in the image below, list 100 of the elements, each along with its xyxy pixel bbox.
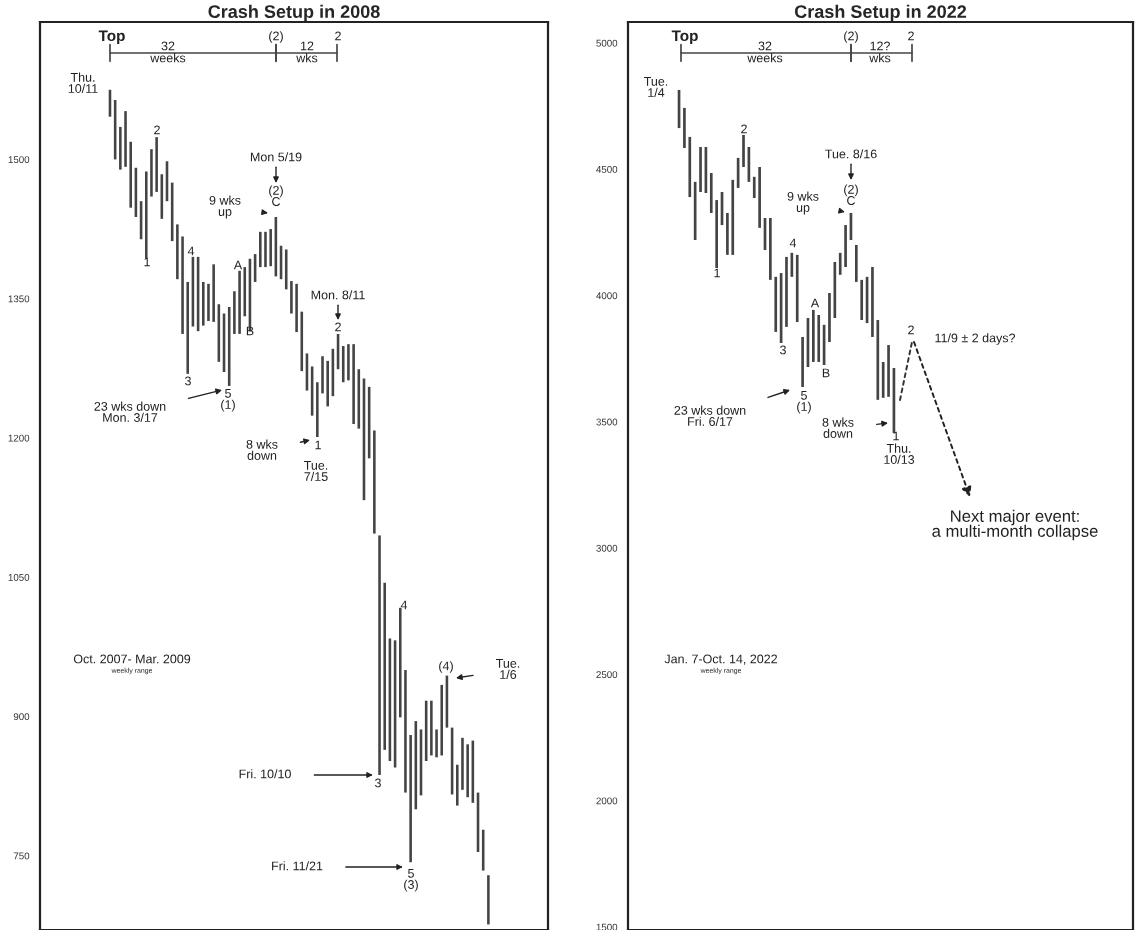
annotation: 2: [335, 31, 341, 41]
bar: [785, 256, 788, 327]
bar: [828, 293, 831, 343]
bar: [838, 252, 842, 275]
annotation: (2) C: [269, 185, 283, 206]
annotation: 32: [161, 41, 175, 51]
bar: [854, 245, 858, 282]
bar: [321, 356, 324, 394]
bar: [119, 126, 122, 170]
bar: [758, 166, 761, 228]
bar: [435, 729, 438, 758]
annotation: Top: [98, 30, 125, 45]
annotation: Top: [671, 30, 698, 45]
annotation: weeks: [747, 53, 783, 63]
bar: [440, 684, 444, 756]
bar: [801, 336, 804, 387]
bar: [466, 744, 469, 798]
annotation: 12: [301, 41, 314, 51]
annotation: Mon. 8/11: [311, 290, 365, 300]
bar: [352, 344, 355, 425]
annotation: 2: [335, 322, 341, 332]
annotation: (2): [844, 31, 858, 43]
y-tick-label: 900: [13, 713, 30, 721]
annotation: A: [810, 298, 820, 308]
annotation: 11/9 ± 2 days?: [935, 333, 1016, 345]
annotation: 1: [144, 257, 150, 267]
bar: [876, 320, 880, 400]
annotation: 5 (1): [221, 389, 235, 412]
bar: [378, 535, 381, 775]
bar: [155, 137, 158, 192]
bar: [752, 176, 756, 199]
annotation: 2: [741, 124, 747, 134]
bar: [833, 261, 837, 319]
bar: [300, 311, 304, 372]
bar: [881, 361, 885, 398]
bar: [212, 264, 215, 322]
bar: [742, 134, 745, 167]
annotation: 5 (1): [797, 391, 811, 414]
annotation: 2: [154, 125, 160, 135]
bar: [129, 141, 133, 208]
bar: [176, 224, 179, 280]
bar: [455, 764, 459, 806]
bar: [341, 346, 345, 383]
bar: [373, 430, 376, 534]
bar: [144, 171, 148, 259]
annotation: Next major event: a multi-month collapse: [932, 509, 1098, 541]
annotation: 3: [780, 345, 786, 355]
annotation: Thu. 10/11: [68, 72, 98, 93]
annotation: 8 wks down: [246, 439, 278, 460]
annotation: 12?: [870, 41, 890, 51]
bar: [726, 212, 729, 255]
annotation: 1: [315, 440, 321, 450]
annotation: wks: [296, 53, 318, 63]
bar: [481, 829, 485, 871]
annotation: Tue. 1/6: [496, 659, 520, 679]
bar: [461, 737, 464, 790]
y-tick-label: 2500: [596, 671, 618, 679]
bar: [290, 281, 293, 314]
bar: [347, 344, 350, 381]
annotation: 8 wks down: [822, 417, 854, 438]
bar: [795, 254, 799, 323]
annotation: 4: [400, 600, 408, 610]
bar: [295, 283, 298, 333]
y-tick-label: 750: [13, 852, 30, 860]
annotation: 4: [187, 246, 195, 256]
annotation: Mon 5/19: [250, 152, 302, 162]
y-tick-label: 2000: [596, 797, 618, 805]
annotation: Jan. 7-Oct. 14, 2022: [664, 654, 778, 665]
annotation: 23 wks down Mon. 3/17: [94, 401, 166, 422]
annotation: (2): [269, 31, 283, 43]
annotation: 23 wks down Fri. 6/17: [674, 405, 746, 426]
bar: [181, 236, 184, 334]
bar: [316, 382, 319, 438]
annotation: 9 wks up: [787, 191, 819, 215]
bar: [709, 173, 713, 213]
annotation: Fri. 11/21: [272, 861, 323, 871]
y-tick-label: 4000: [596, 292, 618, 300]
annotation: Thu. 10/13: [884, 443, 915, 464]
y-tick-label: 1500: [8, 156, 30, 164]
bar: [207, 283, 210, 321]
annotation: 5 (3): [404, 869, 418, 892]
y-tick-label: 1050: [8, 573, 30, 581]
bar: [715, 200, 718, 269]
annotation: 32: [758, 41, 772, 51]
annotation: B: [246, 326, 254, 336]
bar: [150, 149, 153, 197]
bar: [887, 345, 890, 397]
annotation: Tue. 1/4: [644, 77, 668, 97]
annotation: 3: [185, 376, 191, 386]
bar: [430, 700, 433, 756]
annotation: Tue. 7/15: [304, 461, 328, 481]
annotation: Tue. 8/16: [825, 149, 877, 159]
annotation: weeks: [150, 53, 186, 63]
annotation: 9 wks up: [209, 195, 241, 219]
y-tick-label: 1200: [8, 434, 30, 442]
annotation: 4: [789, 238, 797, 248]
bar: [284, 249, 288, 290]
annotation: wks: [869, 53, 891, 63]
bar: [404, 670, 407, 793]
bar: [683, 107, 686, 149]
